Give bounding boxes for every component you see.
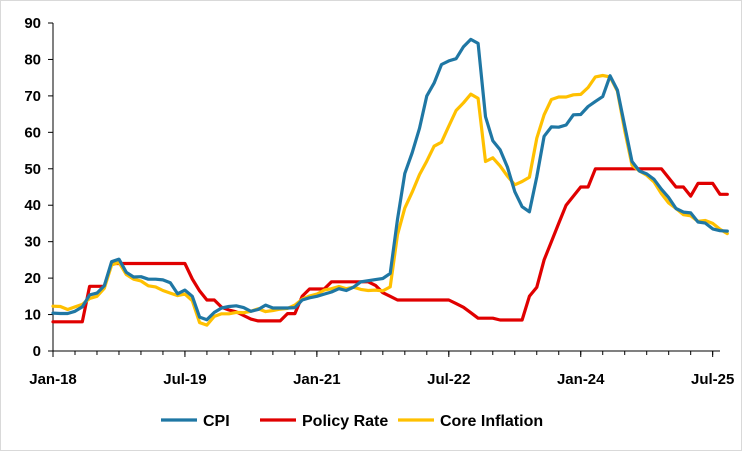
x-axis-ticks: Jan-18 Jul-19 Jan-21 Jul-22 Jan-24 Jul-25 — [29, 351, 734, 388]
y-tick-label: 0 — [33, 343, 41, 360]
y-tick-label: 50 — [24, 161, 41, 178]
y-tick-label: 40 — [24, 197, 41, 214]
x-tick-label: Jul-22 — [427, 371, 470, 388]
x-tick-label: Jul-19 — [163, 371, 206, 388]
y-tick-label: 10 — [24, 307, 41, 324]
series-line-policy-rate — [51, 167, 729, 324]
x-tick-label: Jul-25 — [691, 371, 734, 388]
y-tick-label: 70 — [24, 88, 41, 105]
legend-label-cpi: CPI — [203, 413, 230, 430]
x-tick-label: Jan-18 — [29, 371, 77, 388]
y-tick-label: 60 — [24, 124, 41, 141]
legend-label-core-inflation: Core Inflation — [440, 413, 543, 430]
axes — [52, 23, 720, 352]
y-tick-label: 80 — [24, 51, 41, 68]
x-tick-label: Jan-24 — [557, 371, 605, 388]
y-tick-label: 30 — [24, 234, 41, 251]
series-line-cpi — [51, 37, 729, 322]
x-tick-label: Jan-21 — [293, 371, 341, 388]
y-tick-label: 90 — [24, 15, 41, 32]
series-lines — [51, 37, 729, 327]
y-axis-ticks: 0 10 20 30 40 50 60 70 80 90 — [24, 15, 53, 360]
series-line-core-inflation — [51, 73, 729, 327]
legend-label-policy-rate: Policy Rate — [302, 413, 388, 430]
y-tick-label: 20 — [24, 270, 41, 287]
legend: CPI Policy Rate Core Inflation — [161, 413, 543, 430]
